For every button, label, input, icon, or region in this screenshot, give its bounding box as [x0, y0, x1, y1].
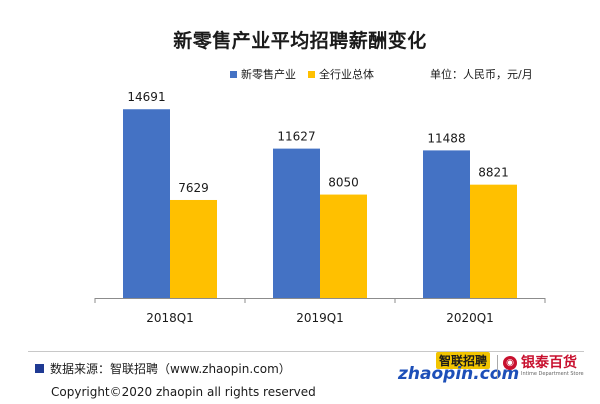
x-tick-label: 2018Q1	[146, 311, 194, 325]
bar-series-a	[123, 109, 170, 298]
zhaopin-logo-cn: 智联招聘	[435, 352, 490, 369]
yintai-mark-icon: ◉	[503, 356, 517, 370]
legend-label-series-a: 新零售产业	[241, 68, 296, 81]
footer-divider	[28, 351, 584, 352]
data-label: 11627	[277, 130, 315, 144]
bar-series-b	[170, 199, 217, 298]
logo-divider	[497, 355, 498, 379]
x-tick-label: 2020Q1	[446, 311, 494, 325]
chart-title: 新零售产业平均招聘薪酬变化	[173, 30, 427, 52]
bar-series-a	[423, 150, 470, 298]
x-tick-label: 2019Q1	[296, 311, 344, 325]
bar-series-a	[273, 148, 320, 298]
data-label: 7629	[178, 181, 209, 195]
data-label: 14691	[127, 90, 165, 104]
yintai-logo-name: 银泰百货	[521, 355, 577, 371]
data-label: 8050	[328, 176, 359, 190]
legend-item-series-b: 全行业总体	[308, 66, 374, 82]
yintai-logo-sub: Intime Department Store	[521, 371, 584, 377]
data-source: 数据来源：智联招聘（www.zhaopin.com）	[35, 360, 291, 377]
bar-series-b	[320, 194, 367, 298]
zhaopin-logo: 智联招聘 zhaopin.com	[398, 352, 519, 384]
unit-label: 单位：人民币，元/月	[430, 68, 533, 81]
legend-item-series-a: 新零售产业	[230, 66, 296, 82]
legend-swatch-series-a	[230, 70, 237, 78]
data-label: 8821	[478, 166, 509, 180]
zhaopin-logo-en: zhaopin.com	[398, 364, 520, 384]
yintai-logo: ◉ 银泰百货 Intime Department Store	[503, 352, 588, 382]
bar-series-b	[470, 184, 517, 298]
source-marker-icon	[35, 364, 44, 373]
source-text: 数据来源：智联招聘（www.zhaopin.com）	[50, 362, 291, 376]
copyright-text: Copyright©2020 zhaopin all rights reserv…	[51, 385, 316, 399]
legend-label-series-b: 全行业总体	[319, 68, 374, 81]
data-label: 11488	[427, 131, 465, 145]
legend-swatch-series-b	[308, 70, 315, 78]
chart-legend: 新零售产业 全行业总体	[230, 66, 386, 82]
